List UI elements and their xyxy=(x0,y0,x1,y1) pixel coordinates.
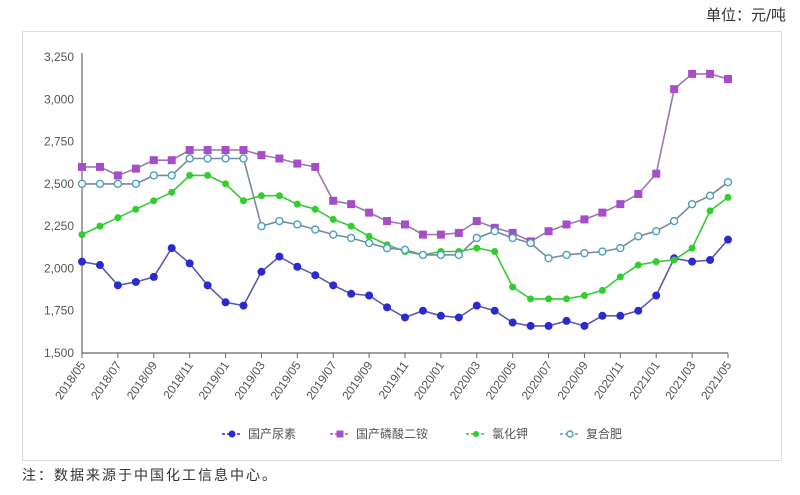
x-tick-label: 2019/11 xyxy=(376,358,412,401)
legend-item: 氯化钾 xyxy=(466,427,528,441)
legend-label: 复合肥 xyxy=(586,426,622,441)
x-tick-label: 2020/03 xyxy=(447,358,484,402)
y-tick-label: 3,250 xyxy=(44,50,74,64)
legend-label: 国产磷酸二铵 xyxy=(356,426,428,441)
x-tick-label: 2021/03 xyxy=(662,358,699,402)
x-tick-label: 2019/09 xyxy=(339,358,376,402)
chart-legend: 国产尿素 国产磷酸二铵 氯化钾 复合肥 xyxy=(222,426,622,441)
chart-frame xyxy=(22,31,782,461)
legend-label: 国产尿素 xyxy=(248,427,296,441)
x-tick-label: 2021/05 xyxy=(698,358,735,402)
x-tick-label: 2019/05 xyxy=(267,358,304,402)
y-tick-label: 3,000 xyxy=(44,92,74,106)
y-tick-label: 1,500 xyxy=(44,346,74,360)
y-tick-label: 2,250 xyxy=(44,219,74,233)
y-tick-label: 2,500 xyxy=(44,177,74,191)
x-tick-label: 2019/07 xyxy=(303,358,340,402)
source-note: 注：数据来源于中国化工信息中心。 xyxy=(22,468,278,484)
legend-item: 国产尿素 xyxy=(222,427,296,441)
x-tick-label: 2021/01 xyxy=(626,358,663,402)
x-tick-label: 2018/07 xyxy=(88,358,125,402)
chart-axes: 1,500 1,750 2,000 2,250 2,500 2,750 3,000 3,250… xyxy=(44,50,735,402)
series-氯化钾 xyxy=(78,171,732,303)
x-tick-label: 2019/03 xyxy=(232,358,269,402)
unit-label: 单位：元/吨 xyxy=(705,6,786,24)
series-复合肥 xyxy=(77,154,733,263)
y-tick-label: 2,750 xyxy=(44,135,74,149)
chart-series xyxy=(77,69,733,330)
series-国产磷酸二铵 xyxy=(78,69,732,246)
x-tick-label: 2020/05 xyxy=(483,358,520,402)
x-tick-label: 2018/05 xyxy=(52,358,89,402)
series-国产尿素 xyxy=(78,235,732,330)
x-tick-label: 2020/11 xyxy=(591,358,627,401)
legend-item: 复合肥 xyxy=(560,426,622,441)
x-tick-label: 2020/01 xyxy=(411,358,448,402)
x-tick-label: 2018/09 xyxy=(124,358,161,402)
legend-item: 国产磷酸二铵 xyxy=(330,426,428,441)
x-tick-label: 2019/01 xyxy=(196,358,233,402)
x-tick-label: 2020/07 xyxy=(519,358,556,402)
x-tick-label: 2018/11 xyxy=(160,358,196,401)
y-tick-label: 2,000 xyxy=(44,261,74,275)
x-tick-label: 2020/09 xyxy=(555,358,592,402)
legend-label: 氯化钾 xyxy=(492,427,528,441)
y-tick-label: 1,750 xyxy=(44,304,74,318)
